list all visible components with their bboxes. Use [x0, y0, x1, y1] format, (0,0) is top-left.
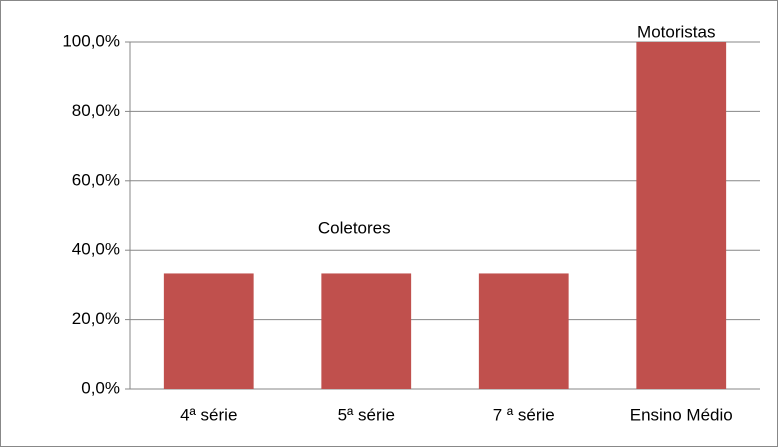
y-tick-label: 40,0%: [72, 240, 120, 259]
annotation: Motoristas: [637, 22, 715, 41]
x-tick-label: 5ª série: [338, 405, 395, 424]
bar: [321, 273, 412, 389]
x-tick-label: 7 ª série: [493, 405, 555, 424]
bar: [163, 273, 254, 389]
x-tick-label: 4ª série: [180, 405, 237, 424]
annotation: Coletores: [318, 218, 391, 237]
bar: [478, 273, 569, 389]
x-tick-label: Ensino Médio: [630, 405, 733, 424]
bar: [636, 42, 727, 389]
y-tick-label: 60,0%: [72, 170, 120, 189]
y-tick-label: 80,0%: [72, 101, 120, 120]
y-tick-label: 0,0%: [81, 378, 120, 397]
y-tick-label: 20,0%: [72, 309, 120, 328]
y-tick-label: 100,0%: [62, 31, 120, 50]
